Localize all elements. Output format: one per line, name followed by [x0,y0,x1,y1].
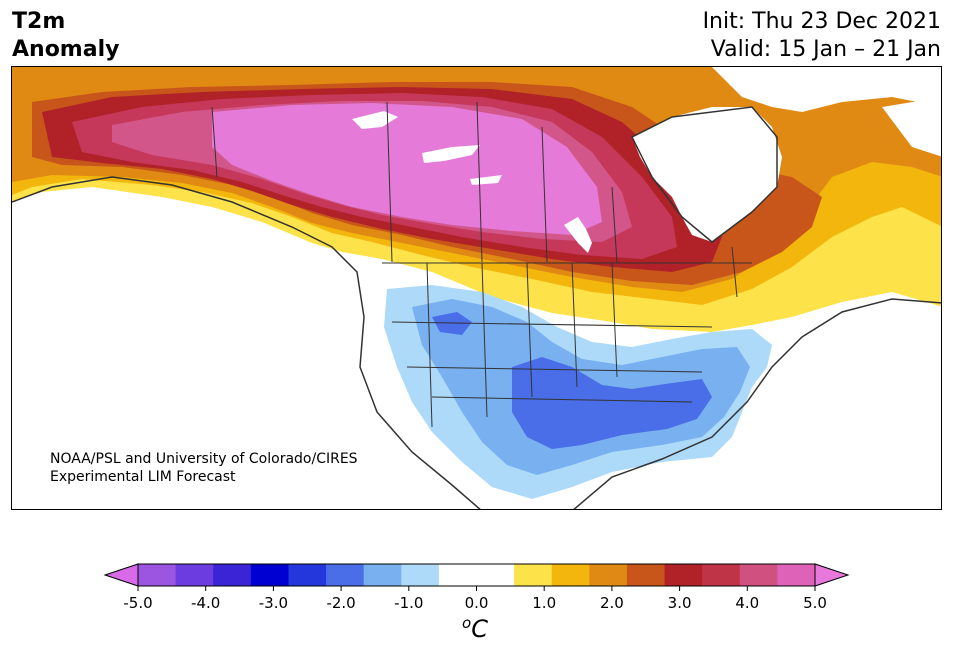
unit-letter: C [471,615,488,643]
anomaly-map: NOAA/PSL and University of Colorado/CIRE… [11,66,942,510]
anomaly-royalblue-west [432,312,472,335]
colorbar: -5.0 -4.0 -3.0 -2.0 -1.0 0.0 1.0 2.0 3.0 4.0 5.0 [0,560,953,655]
credit-line-1: NOAA/PSL and University of Colorado/CIRE… [50,451,358,467]
map-canvas [12,67,941,509]
colorbar-tick-label: 5.0 [803,594,827,612]
coastline [12,106,941,509]
political-borders [211,101,752,428]
great-slave-lake [422,145,480,163]
colorbar-tick-label: -4.0 [191,594,220,612]
colorbar-tick-label: 3.0 [668,594,692,612]
pacific-ocean [12,202,480,509]
colorbar-tick-label: -2.0 [326,594,355,612]
colorbar-segment [438,564,477,586]
labrador-sea [882,97,941,157]
colorbar-tick-label: 4.0 [735,594,759,612]
colorbar-segment [401,564,440,586]
colorbar-tick-label: -1.0 [394,594,423,612]
colorbar-segment [739,564,778,586]
colorbar-segment [175,564,214,586]
colorbar-svg: -5.0 -4.0 -3.0 -2.0 -1.0 0.0 1.0 2.0 3.0 4.0 5.0 [103,563,850,612]
colorbar-segment [476,564,515,586]
credit-line-2: Experimental LIM Forecast [50,469,236,485]
colorbar-segment [664,564,703,586]
great-bear-lake [352,111,398,129]
map-title: T2m Anomaly [12,8,119,64]
lake-winnipeg [564,217,592,253]
init-date: Init: Thu 23 Dec 2021 [702,9,941,34]
lake-athabasca [470,175,502,185]
anomaly-royalblue-core [512,357,712,449]
colorbar-segment [363,564,402,586]
arctic-ocean [712,67,941,112]
colorbar-tick-label: -3.0 [259,594,288,612]
colorbar-segment [589,564,628,586]
colorbar-segment [777,564,816,586]
colorbar-tick-label: -5.0 [123,594,152,612]
colorbar-segment [702,564,741,586]
colorbar-segment [138,564,177,586]
data-credit: NOAA/PSL and University of Colorado/CIRE… [50,450,358,486]
colorbar-low-extend [103,563,139,587]
colorbar-segment [626,564,666,586]
unit-degree-sup: o [462,614,472,632]
title-line-2: Anomaly [12,37,120,62]
colorbar-segment [514,564,553,586]
colorbar-segment [213,564,252,586]
colorbar-tick-label: 2.0 [600,594,624,612]
colorbar-high-extend [814,563,850,587]
colorbar-tick-label: 0.0 [465,594,489,612]
colorbar-segment [250,564,289,586]
forecast-dates: Init: Thu 23 Dec 2021 Valid: 15 Jan – 21… [703,8,941,64]
colorbar-tick-label: 1.0 [532,594,556,612]
valid-date: Valid: 15 Jan – 21 Jan [710,37,941,62]
title-line-1: T2m [12,9,66,34]
colorbar-segment [326,564,365,586]
colorbar-segment [288,564,327,586]
anomaly-pink-core [212,103,602,235]
colorbar-segment [551,564,590,586]
unit-label: oC [462,614,488,643]
hudson-bay [632,107,782,242]
